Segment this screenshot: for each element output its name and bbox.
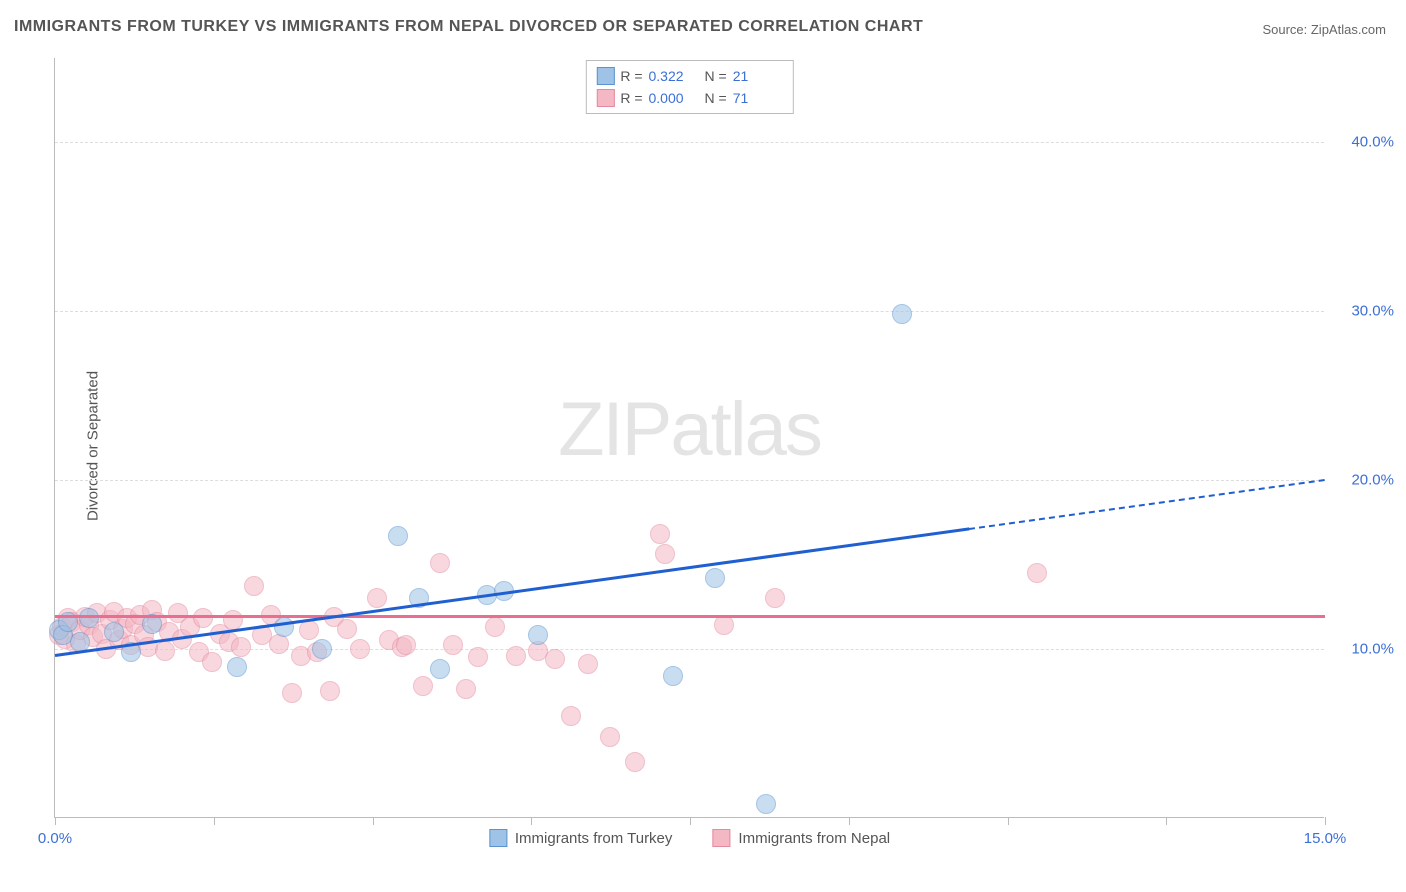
n-label: N = bbox=[705, 90, 727, 106]
data-point bbox=[545, 649, 565, 669]
legend-swatch bbox=[596, 67, 614, 85]
chart-title: IMMIGRANTS FROM TURKEY VS IMMIGRANTS FRO… bbox=[14, 18, 923, 36]
data-point bbox=[231, 637, 251, 657]
source-prefix: Source: bbox=[1262, 22, 1310, 37]
watermark-thin: atlas bbox=[670, 386, 821, 471]
legend-item: Immigrants from Nepal bbox=[712, 829, 890, 847]
data-point bbox=[413, 676, 433, 696]
legend-stat-row: R = 0.322 N = 21 bbox=[596, 65, 782, 87]
x-tick bbox=[849, 817, 850, 825]
x-tick bbox=[1008, 817, 1009, 825]
trend-line bbox=[55, 528, 970, 657]
data-point bbox=[705, 568, 725, 588]
data-point bbox=[430, 659, 450, 679]
data-point bbox=[443, 635, 463, 655]
x-tick bbox=[531, 817, 532, 825]
data-point bbox=[650, 524, 670, 544]
r-value: 0.322 bbox=[649, 68, 699, 84]
legend-swatch bbox=[596, 89, 614, 107]
legend-swatch bbox=[489, 829, 507, 847]
data-point bbox=[244, 576, 264, 596]
watermark-bold: ZIP bbox=[558, 386, 670, 471]
y-tick-label: 10.0% bbox=[1351, 641, 1394, 658]
data-point bbox=[430, 553, 450, 573]
data-point bbox=[714, 615, 734, 635]
trend-line bbox=[55, 615, 1325, 618]
data-point bbox=[227, 657, 247, 677]
legend-stat-row: R = 0.000 N = 71 bbox=[596, 87, 782, 109]
data-point bbox=[1027, 563, 1047, 583]
data-point bbox=[155, 641, 175, 661]
data-point bbox=[282, 683, 302, 703]
legend-label: Immigrants from Nepal bbox=[738, 830, 890, 847]
data-point bbox=[468, 647, 488, 667]
data-point bbox=[337, 619, 357, 639]
data-point bbox=[350, 639, 370, 659]
data-point bbox=[104, 622, 124, 642]
n-label: N = bbox=[705, 68, 727, 84]
data-point bbox=[274, 617, 294, 637]
scatter-plot: ZIPatlas R = 0.322N = 21R = 0.000N = 71 … bbox=[54, 58, 1324, 818]
source-attribution: Source: ZipAtlas.com bbox=[1262, 22, 1386, 37]
data-point bbox=[320, 681, 340, 701]
watermark: ZIPatlas bbox=[558, 385, 821, 472]
legend-item: Immigrants from Turkey bbox=[489, 829, 673, 847]
data-point bbox=[528, 625, 548, 645]
x-tick bbox=[1325, 817, 1326, 825]
data-point bbox=[600, 727, 620, 747]
trend-line bbox=[969, 479, 1325, 530]
data-point bbox=[193, 608, 213, 628]
r-value: 0.000 bbox=[649, 90, 699, 106]
grid-line bbox=[55, 480, 1324, 481]
legend-stats: R = 0.322 N = 21 R = 0.000 N = 71 bbox=[585, 60, 793, 114]
x-tick bbox=[373, 817, 374, 825]
data-point bbox=[299, 620, 319, 640]
data-point bbox=[578, 654, 598, 674]
data-point bbox=[312, 639, 332, 659]
data-point bbox=[202, 652, 222, 672]
data-point bbox=[223, 610, 243, 630]
legend-swatch bbox=[712, 829, 730, 847]
n-value: 21 bbox=[733, 68, 783, 84]
data-point bbox=[388, 526, 408, 546]
data-point bbox=[269, 634, 289, 654]
data-point bbox=[663, 666, 683, 686]
data-point bbox=[756, 794, 776, 814]
x-tick bbox=[1166, 817, 1167, 825]
data-point bbox=[456, 679, 476, 699]
legend-label: Immigrants from Turkey bbox=[515, 830, 673, 847]
data-point bbox=[561, 706, 581, 726]
x-tick bbox=[214, 817, 215, 825]
x-tick bbox=[55, 817, 56, 825]
grid-line bbox=[55, 311, 1324, 312]
y-tick-label: 40.0% bbox=[1351, 134, 1394, 151]
grid-line bbox=[55, 142, 1324, 143]
legend-series: Immigrants from Turkey Immigrants from Ne… bbox=[489, 829, 890, 847]
data-point bbox=[506, 646, 526, 666]
x-tick bbox=[690, 817, 691, 825]
x-tick-label: 15.0% bbox=[1304, 830, 1347, 847]
data-point bbox=[765, 588, 785, 608]
source-link[interactable]: ZipAtlas.com bbox=[1311, 22, 1386, 37]
x-tick-label: 0.0% bbox=[38, 830, 72, 847]
data-point bbox=[367, 588, 387, 608]
data-point bbox=[625, 752, 645, 772]
data-point bbox=[655, 544, 675, 564]
r-label: R = bbox=[620, 68, 642, 84]
r-label: R = bbox=[620, 90, 642, 106]
data-point bbox=[485, 617, 505, 637]
y-tick-label: 30.0% bbox=[1351, 303, 1394, 320]
y-tick-label: 20.0% bbox=[1351, 472, 1394, 489]
data-point bbox=[892, 304, 912, 324]
n-value: 71 bbox=[733, 90, 783, 106]
data-point bbox=[396, 635, 416, 655]
data-point bbox=[79, 608, 99, 628]
